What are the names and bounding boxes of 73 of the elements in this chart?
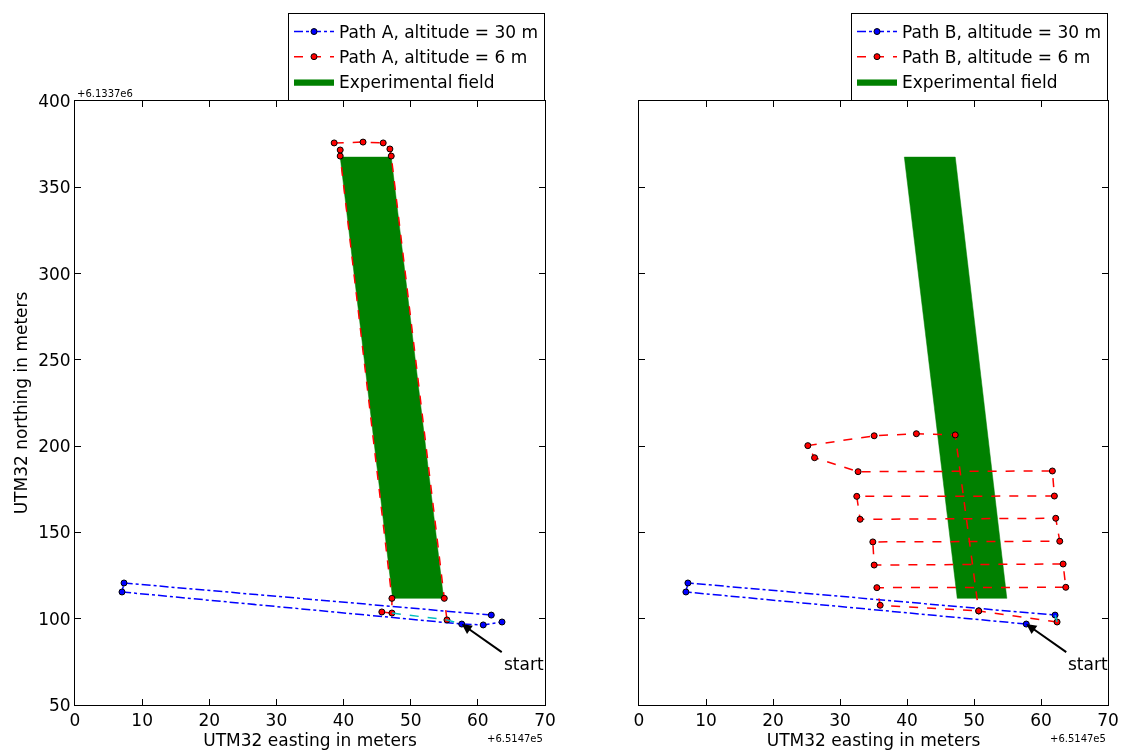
x-tick-label: 50 [399, 710, 422, 731]
x-tick-label: 0 [69, 710, 81, 731]
point [1048, 467, 1056, 475]
point [1056, 537, 1064, 545]
x-tick-label: 40 [332, 710, 355, 731]
point [487, 611, 495, 619]
x-tick-label: 40 [896, 710, 918, 731]
point [811, 454, 819, 462]
x-tick-label: 60 [467, 710, 489, 731]
point [873, 584, 881, 592]
legend-label: Experimental field [902, 72, 1058, 93]
point [856, 515, 864, 523]
text: +6.5147e5 [487, 733, 543, 744]
point [479, 621, 487, 629]
point [1052, 514, 1060, 522]
point [870, 561, 878, 569]
x-tick-label: 30 [829, 710, 851, 731]
y-axis-title: UTM32 northing in meters [10, 291, 31, 515]
x-tick-label: 10 [131, 710, 153, 731]
y-tick-label: 100 [38, 608, 71, 629]
x-tick-label: 10 [695, 710, 717, 731]
point [386, 145, 394, 153]
legend-label: Path A, altitude = 30 m [339, 22, 539, 43]
point [869, 538, 877, 546]
y-tick-label: 350 [38, 177, 71, 198]
legend-label: Path B, altitude = 30 m [902, 22, 1102, 43]
point [870, 432, 878, 440]
point [387, 152, 395, 160]
point [120, 579, 128, 587]
point [853, 492, 861, 500]
point [682, 588, 690, 596]
point [440, 594, 448, 602]
y-tick-label: 250 [38, 349, 71, 370]
x-axis-title: UTM32 easting in meters [203, 730, 417, 751]
annotation: start [1068, 654, 1108, 674]
y-tick-label: 200 [38, 436, 71, 457]
x-tick-label: 30 [265, 710, 288, 731]
point [498, 618, 506, 626]
y-tick-label: 400 [38, 90, 71, 111]
legend-label: Path A, altitude = 6 m [339, 47, 528, 68]
x-tick-label: 0 [633, 710, 645, 731]
point [854, 468, 862, 476]
point [876, 601, 884, 609]
text: +6.1337e6 [77, 88, 133, 99]
x-axis-title: UTM32 easting in meters [766, 730, 981, 751]
point [336, 152, 344, 160]
x-tick-label: 20 [198, 710, 221, 731]
text: +6.5147e5 [1050, 733, 1106, 744]
x-tick-label: 70 [1097, 710, 1119, 731]
point [1050, 492, 1058, 500]
point [388, 594, 396, 602]
point [359, 138, 367, 146]
point [951, 431, 959, 439]
x-tick-label: 70 [534, 710, 556, 731]
point [378, 608, 386, 616]
y-tick-label: 300 [38, 263, 71, 284]
point [1062, 583, 1070, 591]
point [330, 139, 338, 147]
point [804, 442, 812, 450]
point [1059, 560, 1067, 568]
legend-label: Path B, altitude = 6 m [902, 47, 1091, 68]
point [379, 139, 387, 147]
x-tick-label: 50 [963, 710, 985, 731]
annotation: start [504, 654, 544, 674]
y-tick-label: 150 [38, 522, 71, 543]
legend-label: Experimental field [339, 72, 495, 93]
point [912, 430, 920, 438]
x-tick-label: 60 [1030, 710, 1052, 731]
point [684, 579, 692, 587]
y-tick-label: 50 [48, 694, 71, 715]
point [118, 588, 126, 596]
point [336, 146, 344, 154]
x-tick-label: 20 [762, 710, 784, 731]
